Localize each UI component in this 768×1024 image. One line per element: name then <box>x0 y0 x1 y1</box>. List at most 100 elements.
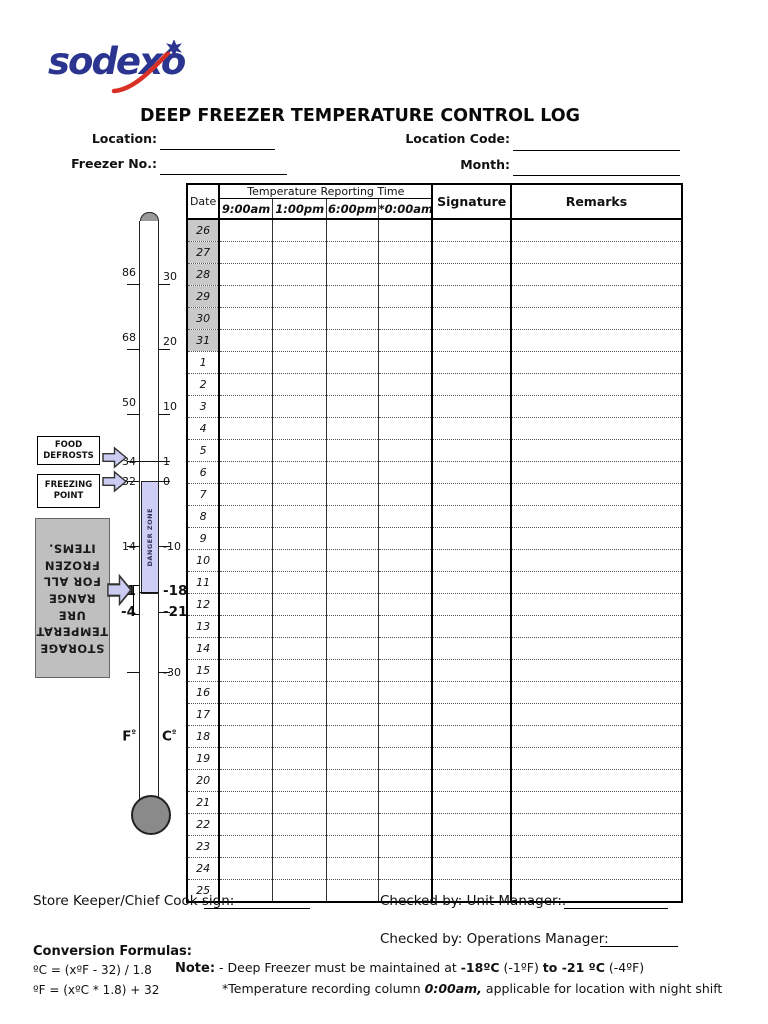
date-column-header: Date <box>187 184 221 220</box>
temp-cell-6pm <box>326 769 379 792</box>
temp-cell-9am <box>219 549 274 572</box>
table-row: 17 <box>187 703 682 726</box>
temp-cell-1pm <box>272 285 328 308</box>
table-row: 10 <box>187 549 682 572</box>
temp-cell-1pm <box>272 593 328 616</box>
table-row: 19 <box>187 747 682 770</box>
signature-cell <box>432 527 512 550</box>
unit-manager-label: Checked by: Unit Manager:. <box>380 893 567 909</box>
temp-cell-0am <box>378 285 434 308</box>
store-keeper-sign-label: Store Keeper/Chief Cook sign: <box>33 893 235 909</box>
temp-cell-1pm <box>272 703 328 726</box>
temp-cell-9am <box>219 461 274 484</box>
scale-label-f: -4 <box>121 604 136 620</box>
table-row: 4 <box>187 417 682 440</box>
temp-cell-9am <box>219 505 274 528</box>
table-row: 6 <box>187 461 682 484</box>
temp-cell-1pm <box>272 505 328 528</box>
remarks-cell <box>510 593 682 616</box>
remarks-cell <box>510 549 682 572</box>
table-row: 1 <box>187 351 682 374</box>
tick-f50 <box>127 414 139 415</box>
tick-c20 <box>158 349 170 350</box>
scale-label-c: -18 <box>163 583 188 599</box>
temp-cell-0am <box>378 307 434 330</box>
temp-cell-6pm <box>326 285 379 308</box>
signature-column-header: Signature <box>432 184 512 220</box>
temp-cell-9am <box>219 703 274 726</box>
arrow-right-icon <box>107 573 133 607</box>
temp-cell-6pm <box>326 813 379 836</box>
signature-cell <box>432 439 512 462</box>
fahrenheit-formula: ºF = (xºC * 1.8) + 32 <box>33 983 160 997</box>
temp-cell-0am <box>378 615 434 638</box>
conversion-formulas-title: Conversion Formulas: <box>33 944 192 959</box>
temp-cell-9am <box>219 637 274 660</box>
signature-cell <box>432 615 512 638</box>
tick-c-10 <box>158 546 170 547</box>
signature-cell <box>432 461 512 484</box>
fahrenheit-unit-label: Fº <box>122 728 136 745</box>
temp-cell-6pm <box>326 351 379 374</box>
time-column-9am: 9:00am <box>219 198 274 220</box>
danger-zone-label: DANGER ZONE <box>145 508 154 567</box>
remarks-cell <box>510 439 682 462</box>
tick-c0 <box>158 481 170 482</box>
signature-cell <box>432 791 512 814</box>
temp-cell-6pm <box>326 879 379 902</box>
temp-cell-1pm <box>272 835 328 858</box>
signature-cell <box>432 725 512 748</box>
temp-cell-6pm <box>326 747 379 770</box>
time-column-0am: *0:00am <box>378 198 434 220</box>
storage-range-bracket <box>133 585 139 615</box>
date-cell: 9 <box>187 527 221 550</box>
date-cell: 19 <box>187 747 221 770</box>
tick-c30 <box>158 284 170 285</box>
date-cell: 24 <box>187 857 221 880</box>
date-cell: 31 <box>187 329 221 352</box>
remarks-cell <box>510 835 682 858</box>
temp-cell-0am <box>378 747 434 770</box>
temp-cell-0am <box>378 461 434 484</box>
storage-range-box: STORAGE TEMPERAT URE RANGE FOR ALL FROZE… <box>35 518 110 678</box>
remarks-column-header: Remarks <box>510 184 682 220</box>
signature-cell <box>432 395 512 418</box>
signature-cell <box>432 329 512 352</box>
operations-manager-sign-field <box>600 932 678 947</box>
table-row: 23 <box>187 835 682 858</box>
temp-cell-1pm <box>272 351 328 374</box>
date-cell: 17 <box>187 703 221 726</box>
temp-cell-0am <box>378 659 434 682</box>
remarks-cell <box>510 659 682 682</box>
temp-cell-1pm <box>272 461 328 484</box>
temp-cell-6pm <box>326 571 379 594</box>
temp-cell-6pm <box>326 307 379 330</box>
temp-cell-9am <box>219 439 274 462</box>
temp-cell-1pm <box>272 417 328 440</box>
location-field <box>160 134 275 150</box>
remarks-cell <box>510 329 682 352</box>
date-cell: 1 <box>187 351 221 374</box>
date-cell: 14 <box>187 637 221 660</box>
date-cell: 8 <box>187 505 221 528</box>
temp-cell-0am <box>378 791 434 814</box>
time-column-6pm: 6:00pm <box>326 198 379 220</box>
temp-cell-6pm <box>326 681 379 704</box>
temp-cell-6pm <box>326 725 379 748</box>
temp-cell-0am <box>378 681 434 704</box>
temp-cell-1pm <box>272 879 328 902</box>
table-row: 18 <box>187 725 682 748</box>
temp-cell-0am <box>378 439 434 462</box>
temp-cell-9am <box>219 241 274 264</box>
temp-cell-6pm <box>326 218 379 242</box>
signature-cell <box>432 637 512 660</box>
date-cell: 2 <box>187 373 221 396</box>
temp-cell-6pm <box>326 791 379 814</box>
scale-label-c: 10 <box>163 400 177 413</box>
temp-cell-9am <box>219 483 274 506</box>
thermometer-bulb <box>131 795 171 835</box>
date-cell: 23 <box>187 835 221 858</box>
signature-cell <box>432 681 512 704</box>
freezer-no-field <box>160 159 287 175</box>
remarks-cell <box>510 505 682 528</box>
